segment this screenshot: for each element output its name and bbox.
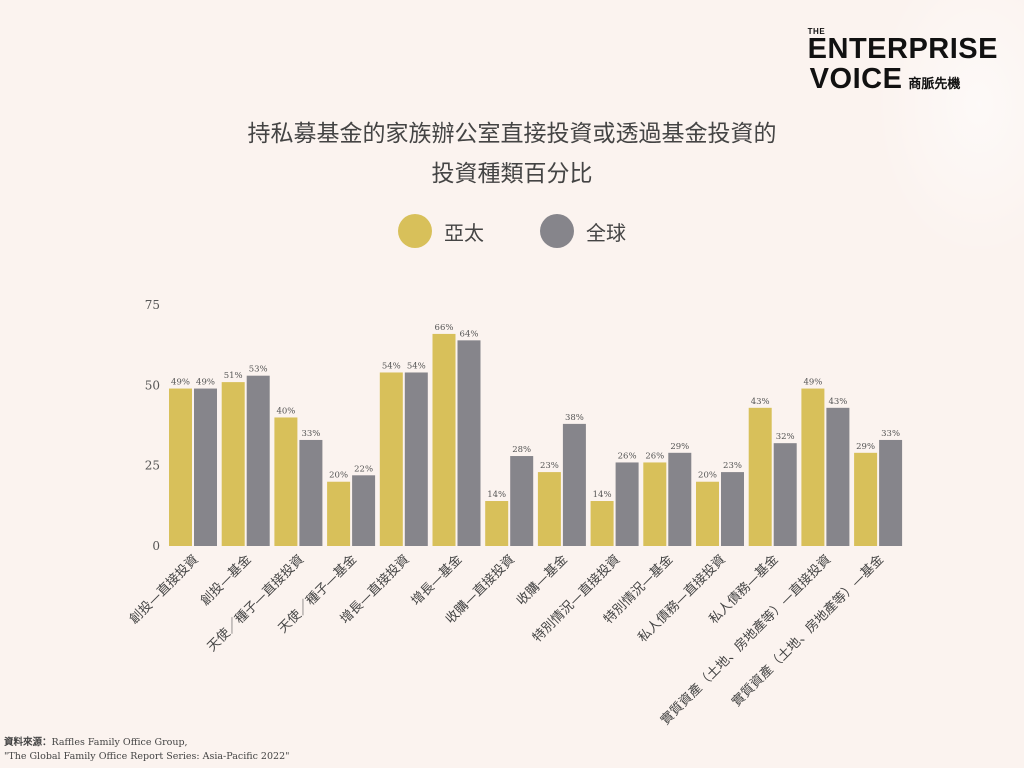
source-line1: Raffles Family Office Group,: [51, 737, 188, 748]
chart-title-line2: 投資種類百分比: [431, 161, 593, 187]
bar-asia-pacific: [274, 417, 298, 546]
bar-asia-pacific: [327, 481, 351, 546]
data-label: 54%: [382, 361, 401, 371]
y-tick-label: 25: [145, 459, 160, 473]
x-tick-label: 私人債務—直接投資: [635, 552, 729, 646]
bar-global: [299, 439, 323, 546]
chart-title: 持私募基金的家族辦公室直接投資或透過基金投資的 投資種類百分比: [0, 114, 1024, 194]
legend-swatch-global: [540, 214, 574, 248]
legend-label-asia-pacific: 亞太: [444, 220, 484, 245]
data-label: 23%: [723, 461, 742, 471]
data-label: 28%: [512, 445, 531, 455]
bar-asia-pacific: [379, 372, 403, 546]
data-label: 26%: [645, 451, 664, 461]
x-tick-label: 收購—基金: [513, 552, 570, 609]
data-label: 43%: [828, 397, 847, 407]
data-label: 14%: [593, 490, 612, 500]
bar-global: [721, 472, 744, 546]
bar-asia-pacific: [485, 501, 509, 546]
chart-legend: 亞太 全球: [0, 214, 1024, 248]
data-label: 54%: [407, 361, 426, 371]
bar-asia-pacific: [169, 388, 192, 546]
data-label: 29%: [670, 442, 689, 452]
data-label: 53%: [249, 365, 268, 375]
data-label: 14%: [487, 490, 506, 500]
data-label: 33%: [301, 429, 320, 439]
bar-asia-pacific: [537, 472, 561, 546]
y-tick-label: 75: [145, 298, 160, 312]
source-line2: "The Global Family Office Report Series:…: [4, 751, 290, 762]
data-label: 49%: [196, 378, 215, 388]
bar-global: [246, 375, 270, 546]
x-tick-label: 創投—直接投資: [126, 552, 202, 628]
legend-item-asia-pacific: 亞太: [398, 214, 484, 248]
data-label: 23%: [540, 461, 559, 471]
data-label: 51%: [224, 371, 243, 381]
bar-asia-pacific: [854, 452, 878, 546]
x-tick-label: 天使／種子—直接投資: [204, 552, 307, 655]
data-label: 29%: [856, 442, 875, 452]
brand-logo: THE ENTERPRISE VOICE 商脈先機: [807, 27, 998, 95]
data-label: 33%: [881, 429, 900, 439]
data-label: 43%: [751, 397, 770, 407]
bar-global: [352, 475, 376, 546]
bar-asia-pacific: [748, 407, 772, 546]
legend-item-global: 全球: [540, 214, 626, 248]
bar-global: [404, 372, 428, 546]
bar-global: [562, 423, 586, 546]
bar-asia-pacific: [590, 501, 614, 546]
legend-swatch-asia-pacific: [398, 214, 432, 248]
data-label: 20%: [329, 471, 348, 481]
source-label: 資料來源：: [4, 737, 52, 748]
data-label: 26%: [618, 451, 637, 461]
bar-global: [668, 452, 692, 546]
bar-global: [457, 340, 481, 546]
logo-line1: ENTERPRISE: [807, 33, 998, 65]
data-label: 40%: [276, 406, 295, 416]
x-tick-label: 增長—基金: [408, 552, 465, 609]
data-label: 66%: [435, 323, 454, 333]
data-label: 38%: [565, 413, 584, 423]
bar-asia-pacific: [801, 388, 825, 546]
data-label: 49%: [171, 378, 190, 388]
data-label: 22%: [354, 464, 373, 474]
bar-asia-pacific: [221, 382, 245, 546]
y-tick-label: 0: [152, 539, 160, 553]
source-note: 資料來源：Raffles Family Office Group, "The G…: [4, 736, 289, 764]
bar-global: [194, 388, 217, 546]
background-decoration: [874, 0, 1024, 260]
bar-asia-pacific: [696, 481, 719, 546]
data-label: 49%: [803, 378, 822, 388]
bar-global: [510, 456, 534, 546]
x-tick-label: 創投—基金: [197, 552, 254, 609]
logo-chinese: 商脈先機: [908, 77, 961, 92]
data-label: 20%: [698, 471, 717, 481]
chart-title-line1: 持私募基金的家族辦公室直接投資或透過基金投資的: [247, 121, 777, 147]
bar-asia-pacific: [643, 462, 667, 546]
bar-global: [879, 439, 903, 546]
logo-the: THE: [807, 27, 826, 36]
bar-global: [615, 462, 639, 546]
legend-label-global: 全球: [586, 220, 626, 245]
logo-line2: VOICE: [809, 63, 903, 95]
bar-global: [773, 443, 797, 546]
x-tick-label: 特別情況—直接投資: [529, 552, 623, 646]
data-label: 32%: [776, 432, 795, 442]
data-label: 64%: [460, 329, 479, 339]
bar-asia-pacific: [432, 333, 456, 546]
y-tick-label: 50: [145, 378, 160, 392]
bar-global: [826, 407, 850, 546]
